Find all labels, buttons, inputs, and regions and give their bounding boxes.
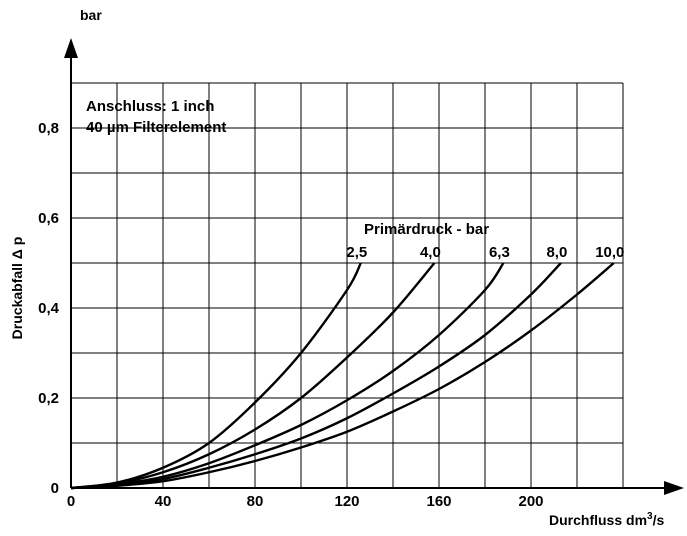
series-label: 2,5 — [346, 244, 367, 261]
y-unit-label: bar — [80, 7, 102, 23]
x-tick-label: 0 — [67, 493, 75, 510]
y-tick-label: 0,6 — [38, 210, 59, 227]
annotation-line-2: 40 µm Filterelement — [86, 119, 226, 136]
x-axis-title-sup: 3 — [647, 511, 653, 522]
series-label: 10,0 — [595, 244, 624, 261]
y-tick-labels: 0 0,2 0,4 0,6 0,8 — [38, 120, 60, 497]
y-axis-arrow — [64, 38, 78, 58]
x-axis-arrow — [664, 481, 684, 495]
x-tick-label: 160 — [426, 493, 451, 510]
series-label: 4,0 — [420, 244, 441, 261]
x-tick-label: 80 — [247, 493, 264, 510]
series-label: 8,0 — [546, 244, 567, 261]
x-axis-title-tail: /s — [653, 512, 665, 528]
grid — [71, 82, 624, 488]
series-label: 6,3 — [489, 244, 510, 261]
x-tick-labels: 0 40 80 120 160 200 — [67, 493, 544, 510]
series-curve — [70, 262, 505, 490]
series-curve — [70, 262, 362, 490]
annotation-line-1: Anschluss: 1 inch — [86, 98, 214, 115]
series-labels: 2,5 4,0 6,3 8,0 10,0 — [346, 244, 624, 261]
series-curve — [70, 262, 562, 490]
x-tick-label: 120 — [334, 493, 359, 510]
y-tick-label: 0,4 — [38, 300, 60, 317]
series-curve — [70, 262, 615, 490]
x-tick-label: 40 — [155, 493, 172, 510]
x-axis-title-main: Durchfluss dm — [549, 512, 647, 528]
y-tick-label: 0,2 — [38, 390, 59, 407]
annotation-box — [80, 93, 266, 139]
y-tick-label: 0 — [51, 480, 59, 497]
legend-title: Primärdruck - bar — [364, 221, 489, 238]
x-axis-title: Durchfluss dm3/s — [549, 511, 664, 528]
y-tick-label: 0,8 — [38, 120, 59, 137]
y-axis-title: Druckabfall Δ p — [9, 237, 25, 340]
series-curves — [70, 262, 615, 490]
x-tick-label: 200 — [518, 493, 543, 510]
series-curve — [70, 262, 436, 490]
